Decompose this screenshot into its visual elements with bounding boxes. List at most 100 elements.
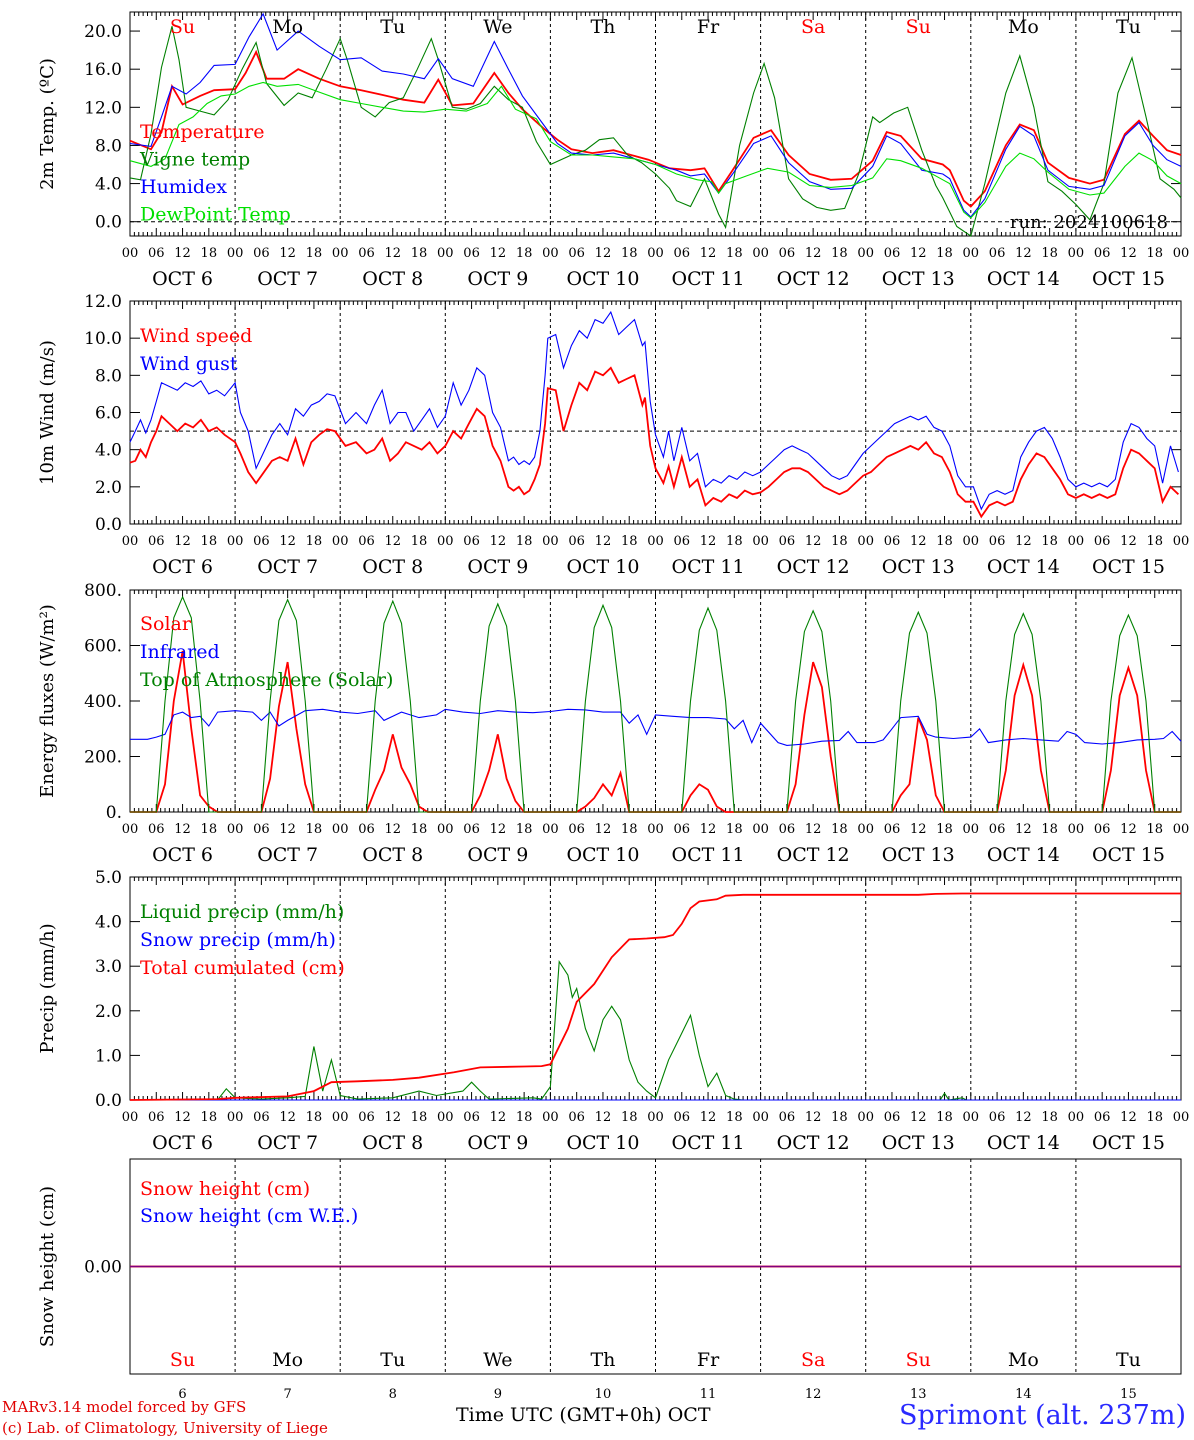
hour-label: 00: [647, 822, 664, 837]
y-tick-label: 4.0: [95, 175, 122, 195]
hour-label: 12: [1015, 246, 1032, 261]
hour-label: 18: [1146, 1110, 1163, 1125]
hour-label: 00: [1173, 1110, 1190, 1125]
date-label: OCT 9: [467, 556, 528, 578]
date-label: OCT 11: [672, 268, 745, 290]
hour-label: 00: [1173, 246, 1190, 261]
hour-label: 06: [1094, 1110, 1111, 1125]
hour-label: 00: [542, 1110, 559, 1125]
hour-label: 06: [674, 246, 691, 261]
date-label: OCT 9: [467, 844, 528, 866]
weekday-label: Mo: [272, 1349, 303, 1371]
hour-label: 18: [621, 246, 638, 261]
hour-label: 00: [647, 246, 664, 261]
y-tick-label: 600.: [84, 637, 122, 657]
series-line: [129, 49, 1182, 208]
weekday-label: Su: [170, 1349, 195, 1371]
y-tick-label: 0.0: [95, 213, 122, 233]
hour-label: 12: [490, 1110, 507, 1125]
hour-label: 00: [122, 1110, 139, 1125]
hour-label: 12: [910, 1110, 927, 1125]
y-axis-label: Snow height (cm): [37, 1186, 58, 1347]
hour-label: 06: [674, 1110, 691, 1125]
date-label: OCT 10: [566, 556, 639, 578]
hour-label: 12: [805, 534, 822, 549]
hour-label: 18: [411, 1110, 428, 1125]
hour-label: 18: [306, 534, 323, 549]
plot-frame: [129, 11, 1182, 237]
y-tick-label: 8.0: [95, 136, 122, 156]
y-tick-label: 2.0: [95, 1002, 122, 1022]
hour-label: 18: [1146, 534, 1163, 549]
hour-label: 12: [1120, 822, 1137, 837]
hour-label: 00: [437, 1110, 454, 1125]
hour-label: 12: [1015, 1110, 1032, 1125]
hour-label: 18: [1041, 246, 1058, 261]
y-tick-label: 20.0: [84, 22, 122, 42]
hour-label: 06: [674, 534, 691, 549]
weekday-label: Th: [590, 1349, 615, 1371]
date-label: OCT 8: [362, 1132, 423, 1154]
date-label: OCT 10: [566, 1132, 639, 1154]
hour-label: 06: [884, 822, 901, 837]
date-label: OCT 6: [152, 1132, 213, 1154]
day-number-label: 14: [1015, 1387, 1032, 1402]
hour-label: 06: [779, 534, 796, 549]
hour-label: 06: [253, 1110, 270, 1125]
hour-label: 12: [700, 534, 717, 549]
hour-label: 18: [936, 1110, 953, 1125]
hour-label: 06: [358, 1110, 375, 1125]
weekday-label: Fr: [697, 16, 720, 38]
hour-label: 12: [595, 822, 612, 837]
hour-label: 00: [1173, 822, 1190, 837]
hour-label: 06: [779, 1110, 796, 1125]
station-name: Sprimont (alt. 237m): [899, 1400, 1186, 1431]
date-label: OCT 9: [467, 268, 528, 290]
day-number-label: 7: [284, 1387, 292, 1402]
hour-label: 18: [516, 822, 533, 837]
hour-label: 18: [726, 534, 743, 549]
hour-label: 18: [831, 534, 848, 549]
legend-entry: Snow height (cm): [140, 1178, 310, 1200]
hour-label: 18: [726, 1110, 743, 1125]
hour-label: 18: [936, 822, 953, 837]
hour-label: 18: [726, 246, 743, 261]
date-label: OCT 12: [777, 844, 850, 866]
weekday-label: Mo: [272, 16, 303, 38]
panel-1: 0.0 4.0 8.0 12.0 16.0 20.0 2m Temp. (ºC) 00 06 12…: [37, 11, 1190, 290]
hour-label: 00: [227, 246, 244, 261]
legend-entry: Snow height (cm W.E.): [140, 1205, 358, 1227]
model-credit: MARv3.14 model forced by GFS: [2, 1398, 247, 1416]
y-tick-label: 0.00: [84, 1258, 122, 1278]
day-number-label: 9: [494, 1387, 502, 1402]
hour-label: 00: [332, 534, 349, 549]
date-label: OCT 7: [257, 268, 318, 290]
weekday-label: Mo: [1008, 1349, 1039, 1371]
hour-label: 12: [1015, 822, 1032, 837]
y-axis-label: 2m Temp. (ºC): [37, 58, 58, 190]
hour-label: 12: [279, 1110, 296, 1125]
hour-label: 06: [148, 246, 165, 261]
hour-label: 12: [174, 246, 191, 261]
hour-label: 06: [884, 1110, 901, 1125]
date-label: OCT 12: [777, 1132, 850, 1154]
date-label: OCT 15: [1092, 1132, 1165, 1154]
date-label: OCT 13: [882, 268, 955, 290]
date-label: OCT 15: [1092, 844, 1165, 866]
hour-label: 00: [857, 1110, 874, 1125]
date-label: OCT 10: [566, 844, 639, 866]
weekday-label: Tu: [1116, 16, 1141, 38]
hour-label: 06: [148, 822, 165, 837]
y-tick-label: 1.0: [95, 1046, 122, 1066]
y-tick-label: 4.0: [95, 441, 122, 461]
hour-label: 18: [411, 822, 428, 837]
legend-entry: Solar: [140, 613, 192, 635]
date-label: OCT 11: [672, 844, 745, 866]
hour-label: 12: [1120, 534, 1137, 549]
day-number-label: 8: [389, 1387, 397, 1402]
y-tick-label: 10.0: [84, 329, 122, 349]
y-axis-label: Energy fluxes (W/m²): [37, 604, 58, 798]
hour-label: 18: [621, 822, 638, 837]
hour-label: 00: [542, 246, 559, 261]
hour-label: 18: [201, 534, 218, 549]
